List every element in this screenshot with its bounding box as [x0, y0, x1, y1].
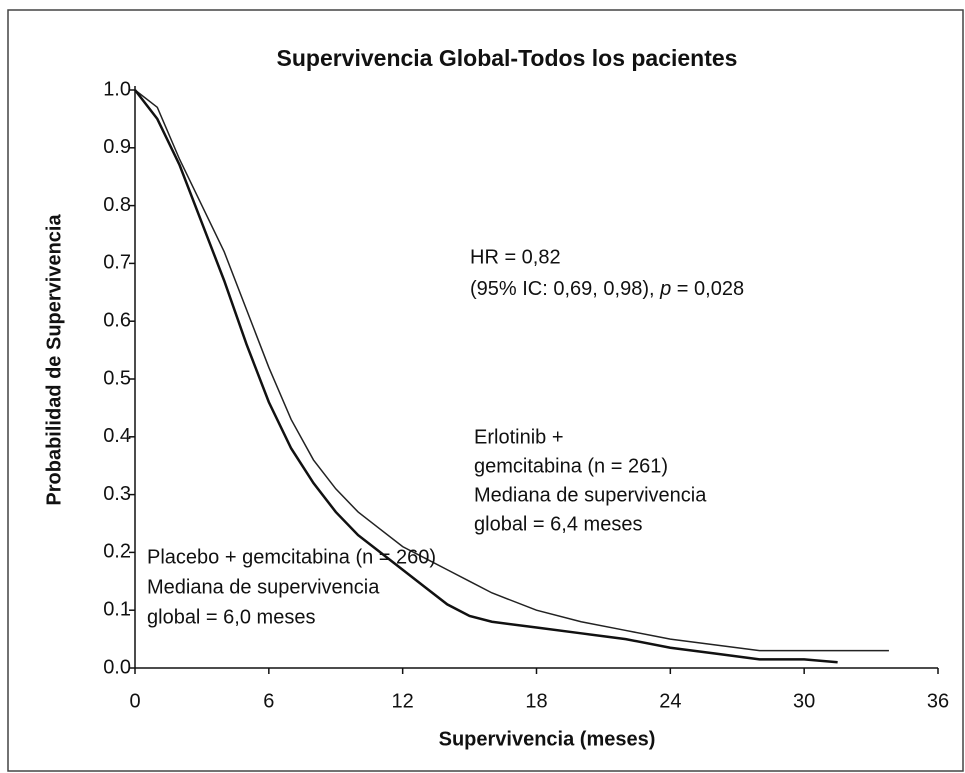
- y-tick-label: 0.3: [103, 483, 131, 505]
- annotation: (95% IC: 0,69, 0,98), p = 0,028: [470, 278, 744, 300]
- y-tick-label: 0.9: [103, 136, 131, 158]
- y-tick-label: 0.6: [103, 309, 131, 331]
- annotation: Mediana de supervivencia: [474, 484, 707, 506]
- annotation-part: p: [659, 278, 671, 300]
- annotation: HR = 0,82: [470, 246, 561, 268]
- annotation: Placebo + gemcitabina (n = 260): [147, 546, 436, 568]
- survival-curve: [134, 89, 889, 652]
- x-tick-label: 6: [263, 690, 274, 712]
- y-tick-label: 0.0: [103, 656, 131, 678]
- y-tick-label: 1.0: [103, 78, 131, 100]
- y-tick-label: 0.2: [103, 541, 131, 563]
- annotation-part: = 0,028: [671, 278, 744, 300]
- annotation: Erlotinib +: [474, 426, 564, 448]
- y-tick-label: 0.8: [103, 194, 131, 216]
- y-tick-label: 0.7: [103, 252, 131, 274]
- x-tick-label: 30: [793, 690, 815, 712]
- annotation: global = 6,4 meses: [474, 513, 642, 535]
- x-tick-label: 12: [392, 690, 414, 712]
- chart-title: Supervivencia Global-Todos los pacientes: [277, 45, 738, 71]
- frame: [7, 9, 964, 772]
- annotation-part: (95% IC: 0,69, 0,98),: [470, 278, 660, 300]
- y-tick-label: 0.4: [103, 425, 131, 447]
- x-axis-label: Supervivencia (meses): [439, 728, 656, 750]
- annotation: global = 6,0 meses: [147, 606, 315, 628]
- annotation: gemcitabina (n = 261): [474, 455, 668, 477]
- x-tick-label: 36: [927, 690, 949, 712]
- x-tick-label: 0: [129, 690, 140, 712]
- y-axis-label: Probabilidad de Supervivencia: [43, 214, 65, 506]
- survival-curve: [134, 89, 838, 664]
- x-tick-label: 24: [659, 690, 681, 712]
- annotation: Mediana de supervivencia: [147, 576, 380, 598]
- y-tick-label: 0.5: [103, 367, 131, 389]
- x-tick-label: 18: [525, 690, 547, 712]
- y-tick-label: 0.1: [103, 598, 131, 620]
